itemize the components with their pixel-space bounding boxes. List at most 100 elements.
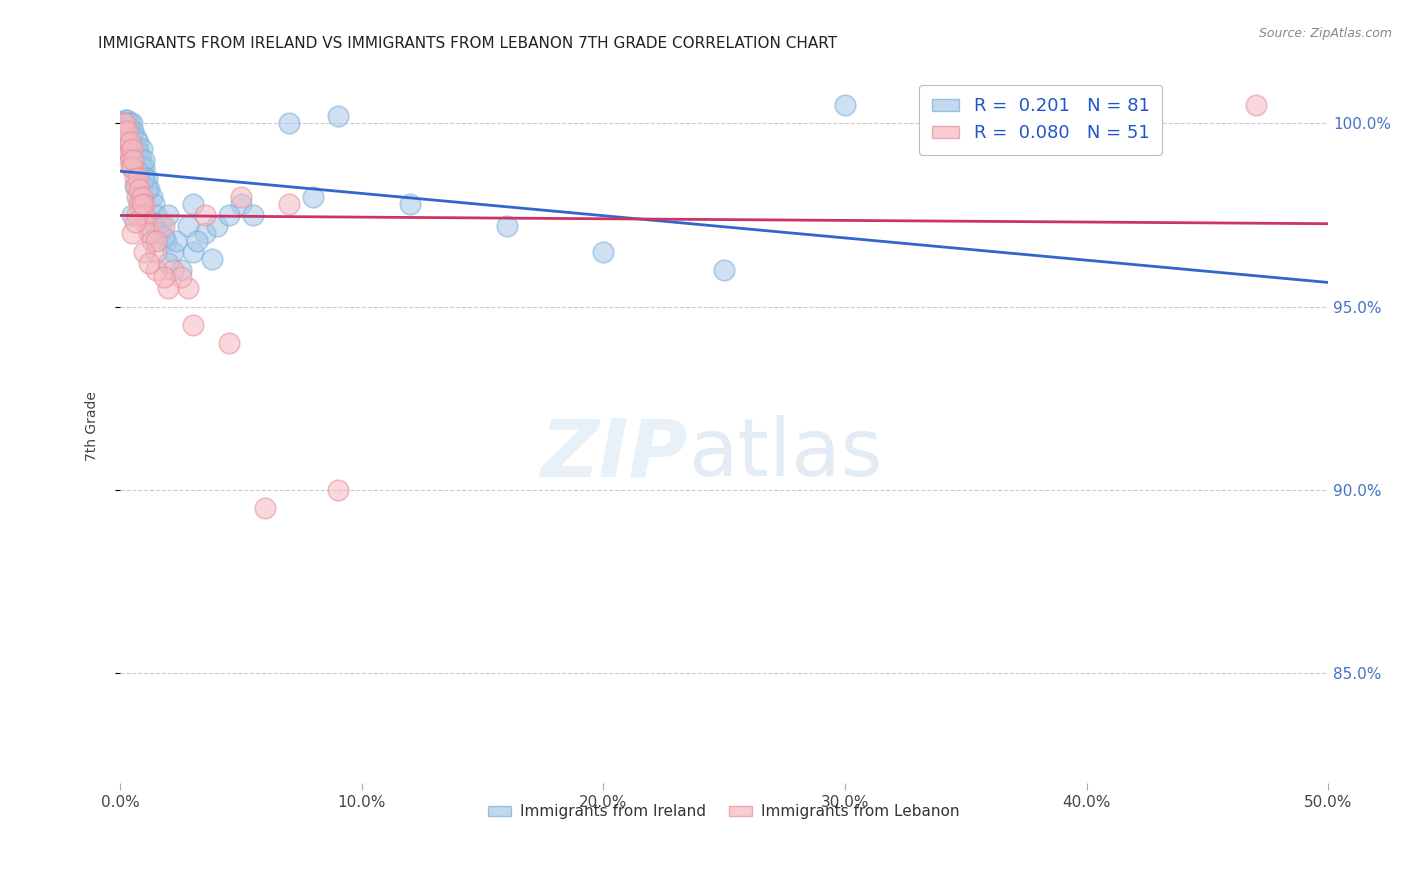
Point	[134, 153, 156, 168]
Point	[145, 244, 167, 259]
Point	[124, 138, 146, 153]
Point	[145, 227, 167, 241]
Point	[157, 208, 180, 222]
Point	[218, 208, 240, 222]
Point	[120, 142, 142, 156]
Point	[131, 208, 153, 222]
Point	[129, 153, 152, 168]
Point	[115, 142, 138, 156]
Point	[111, 124, 134, 138]
Point	[165, 234, 187, 248]
Point	[152, 270, 174, 285]
Point	[145, 234, 167, 248]
Point	[117, 135, 139, 149]
Point	[134, 197, 156, 211]
Point	[713, 263, 735, 277]
Point	[218, 336, 240, 351]
Point	[114, 112, 136, 127]
Point	[120, 131, 142, 145]
Point	[121, 116, 143, 130]
Point	[326, 483, 349, 497]
Point	[121, 227, 143, 241]
Point	[138, 256, 160, 270]
Point	[131, 142, 153, 156]
Point	[111, 135, 134, 149]
Point	[125, 178, 148, 193]
Point	[148, 227, 170, 241]
Point	[122, 124, 145, 138]
Point	[169, 270, 191, 285]
Point	[117, 112, 139, 127]
Point	[134, 161, 156, 175]
Point	[124, 171, 146, 186]
Point	[254, 501, 277, 516]
Point	[117, 145, 139, 160]
Point	[134, 208, 156, 222]
Point	[118, 124, 141, 138]
Point	[118, 116, 141, 130]
Point	[242, 208, 264, 222]
Point	[138, 182, 160, 196]
Text: ZIP: ZIP	[540, 416, 688, 493]
Point	[128, 197, 150, 211]
Point	[127, 171, 149, 186]
Point	[302, 190, 325, 204]
Point	[114, 116, 136, 130]
Point	[117, 128, 139, 142]
Point	[114, 124, 136, 138]
Point	[117, 135, 139, 149]
Point	[111, 116, 134, 130]
Point	[201, 252, 224, 266]
Text: Source: ZipAtlas.com: Source: ZipAtlas.com	[1258, 27, 1392, 40]
Point	[112, 124, 135, 138]
Point	[399, 197, 422, 211]
Point	[121, 128, 143, 142]
Point	[114, 135, 136, 149]
Point	[125, 190, 148, 204]
Point	[181, 318, 204, 332]
Point	[177, 219, 200, 233]
Point	[326, 109, 349, 123]
Point	[181, 244, 204, 259]
Point	[135, 171, 157, 186]
Point	[125, 153, 148, 168]
Point	[122, 135, 145, 149]
Point	[150, 219, 173, 233]
Point	[229, 190, 252, 204]
Point	[181, 197, 204, 211]
Legend: Immigrants from Ireland, Immigrants from Lebanon: Immigrants from Ireland, Immigrants from…	[482, 798, 966, 825]
Point	[186, 234, 208, 248]
Point	[135, 219, 157, 233]
Point	[495, 219, 517, 233]
Point	[118, 135, 141, 149]
Point	[122, 153, 145, 168]
Point	[205, 219, 228, 233]
Point	[120, 161, 142, 175]
Point	[138, 227, 160, 241]
Point	[162, 263, 184, 277]
Point	[141, 234, 163, 248]
Point	[141, 215, 163, 229]
Point	[834, 98, 856, 112]
Point	[162, 244, 184, 259]
Point	[169, 263, 191, 277]
Point	[124, 178, 146, 193]
Point	[114, 131, 136, 145]
Point	[117, 116, 139, 130]
Point	[128, 190, 150, 204]
Point	[112, 116, 135, 130]
Point	[278, 197, 301, 211]
Point	[125, 161, 148, 175]
Point	[125, 142, 148, 156]
Point	[112, 131, 135, 145]
Point	[118, 135, 141, 149]
Point	[121, 142, 143, 156]
Point	[134, 244, 156, 259]
Point	[141, 190, 163, 204]
Point	[131, 190, 153, 204]
Point	[134, 171, 156, 186]
Point	[118, 153, 141, 168]
Point	[132, 171, 155, 186]
Point	[117, 120, 139, 135]
Point	[125, 208, 148, 222]
